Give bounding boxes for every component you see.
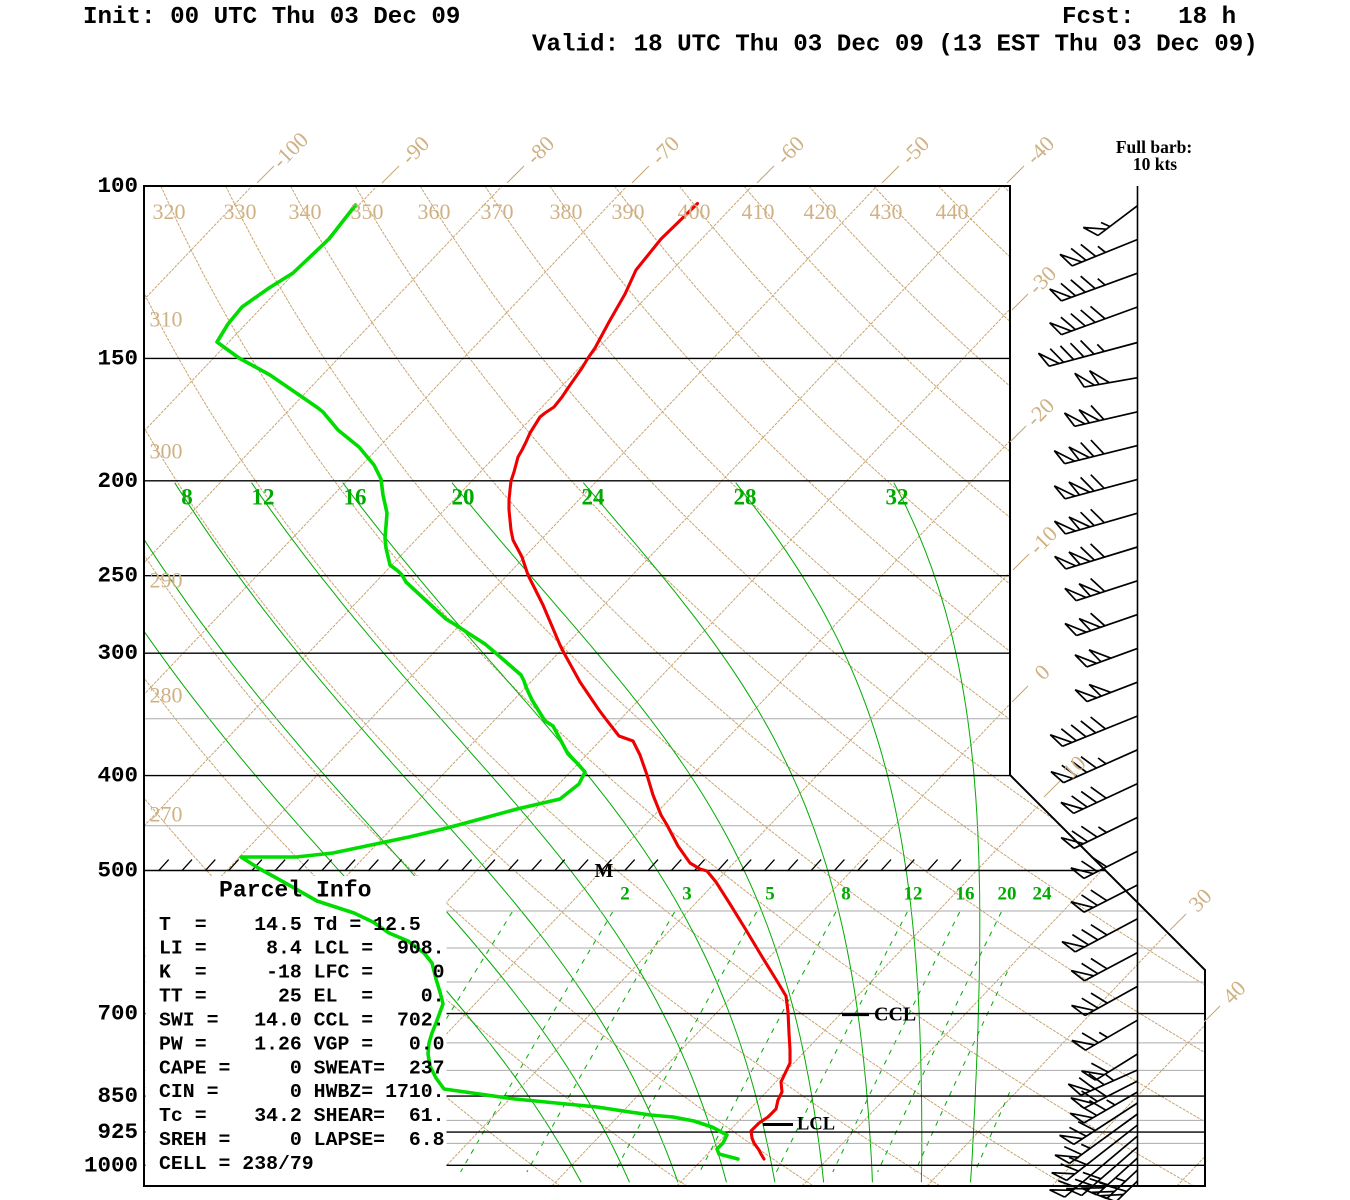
svg-text:500: 500 bbox=[97, 857, 138, 883]
svg-text:430: 430 bbox=[870, 199, 903, 224]
svg-text:T = 14.5 Td = 12.5: T = 14.5 Td = 12.5 bbox=[159, 913, 421, 936]
svg-text:250: 250 bbox=[97, 563, 138, 589]
svg-text:Valid: 18 UTC Thu 03 Dec 09 (1: Valid: 18 UTC Thu 03 Dec 09 (13 EST Thu … bbox=[532, 32, 1258, 59]
svg-text:Fcst: 18 h: Fcst: 18 h bbox=[1062, 4, 1236, 31]
svg-text:20: 20 bbox=[998, 884, 1017, 905]
svg-text:300: 300 bbox=[150, 439, 183, 464]
svg-text:350: 350 bbox=[351, 199, 384, 224]
svg-text:8: 8 bbox=[841, 884, 851, 905]
svg-text:Full barb:: Full barb: bbox=[1116, 137, 1192, 157]
svg-text:M: M bbox=[595, 860, 614, 882]
svg-text:700: 700 bbox=[97, 1001, 138, 1027]
svg-text:CAPE = 0 SWEAT= 237: CAPE = 0 SWEAT= 237 bbox=[159, 1056, 445, 1079]
svg-text:420: 420 bbox=[804, 199, 837, 224]
svg-text:CELL = 238/79: CELL = 238/79 bbox=[159, 1152, 314, 1175]
svg-text:330: 330 bbox=[224, 199, 257, 224]
svg-text:LI = 8.4 LCL = 908.: LI = 8.4 LCL = 908. bbox=[159, 937, 445, 960]
svg-text:390: 390 bbox=[612, 199, 645, 224]
svg-text:PW = 1.26 VGP = 0.0: PW = 1.26 VGP = 0.0 bbox=[159, 1032, 445, 1055]
svg-text:24: 24 bbox=[582, 485, 606, 510]
svg-text:850: 850 bbox=[97, 1083, 138, 1109]
svg-text:16: 16 bbox=[956, 884, 975, 905]
svg-text:300: 300 bbox=[97, 640, 138, 666]
svg-text:32: 32 bbox=[886, 485, 909, 510]
svg-text:CCL: CCL bbox=[874, 1004, 916, 1026]
svg-text:310: 310 bbox=[150, 307, 183, 332]
svg-text:K = -18 LFC = 0: K = -18 LFC = 0 bbox=[159, 961, 445, 984]
svg-text:Parcel Info: Parcel Info bbox=[219, 878, 371, 904]
svg-text:SREH = 0 LAPSE= 6.8: SREH = 0 LAPSE= 6.8 bbox=[159, 1128, 445, 1151]
svg-text:100: 100 bbox=[97, 173, 138, 199]
svg-text:12: 12 bbox=[252, 485, 275, 510]
svg-text:12: 12 bbox=[904, 884, 923, 905]
svg-text:3: 3 bbox=[682, 884, 692, 905]
svg-text:380: 380 bbox=[550, 199, 583, 224]
svg-text:10 kts: 10 kts bbox=[1133, 154, 1177, 174]
svg-text:8: 8 bbox=[181, 485, 193, 510]
svg-text:16: 16 bbox=[344, 485, 367, 510]
svg-text:440: 440 bbox=[936, 199, 969, 224]
svg-text:280: 280 bbox=[150, 683, 183, 708]
svg-text:Init: 00 UTC Thu 03 Dec 09: Init: 00 UTC Thu 03 Dec 09 bbox=[83, 4, 460, 31]
svg-text:1000: 1000 bbox=[84, 1152, 138, 1178]
svg-text:320: 320 bbox=[153, 199, 186, 224]
svg-text:270: 270 bbox=[150, 802, 183, 827]
svg-text:150: 150 bbox=[97, 345, 138, 371]
svg-text:200: 200 bbox=[97, 468, 138, 494]
svg-text:2: 2 bbox=[620, 884, 630, 905]
svg-text:360: 360 bbox=[418, 199, 451, 224]
svg-text:20: 20 bbox=[452, 485, 475, 510]
svg-text:370: 370 bbox=[481, 199, 514, 224]
svg-text:290: 290 bbox=[150, 568, 183, 593]
svg-text:400: 400 bbox=[678, 199, 711, 224]
svg-text:SWI = 14.0 CCL = 702.: SWI = 14.0 CCL = 702. bbox=[159, 1008, 445, 1031]
svg-text:5: 5 bbox=[765, 884, 775, 905]
svg-text:410: 410 bbox=[742, 199, 775, 224]
svg-text:340: 340 bbox=[289, 199, 322, 224]
svg-text:925: 925 bbox=[97, 1119, 138, 1145]
svg-text:28: 28 bbox=[734, 485, 757, 510]
svg-text:TT = 25 EL = 0.: TT = 25 EL = 0. bbox=[159, 985, 445, 1008]
svg-text:CIN = 0 HWBZ= 1710.: CIN = 0 HWBZ= 1710. bbox=[159, 1080, 445, 1103]
svg-text:400: 400 bbox=[97, 763, 138, 789]
svg-text:Tc = 34.2 SHEAR= 61.: Tc = 34.2 SHEAR= 61. bbox=[159, 1104, 445, 1127]
svg-text:24: 24 bbox=[1033, 884, 1053, 905]
svg-text:LCL: LCL bbox=[797, 1115, 835, 1135]
